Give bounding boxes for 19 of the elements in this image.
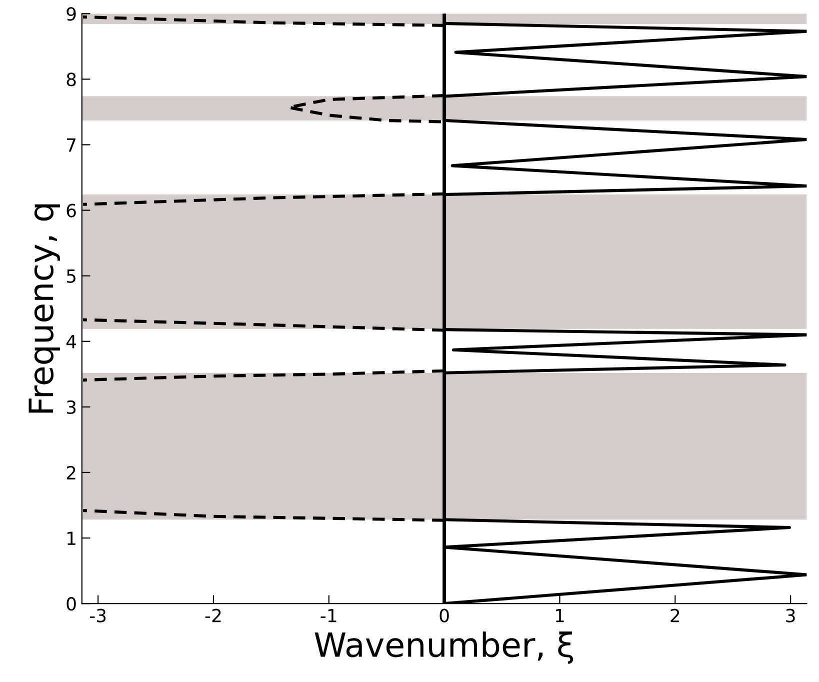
x-tick-label: 2	[670, 608, 680, 622]
y-tick-label: 9	[66, 7, 76, 21]
x-tick-label: -3	[90, 608, 106, 622]
x-tick-label: 3	[786, 608, 795, 622]
x-tick-label: 1	[556, 608, 564, 622]
y-tick-label: 8	[66, 72, 76, 86]
x-tick-label: -2	[205, 608, 221, 622]
y-tick-label: 1	[68, 532, 76, 545]
y-tick-label: 4	[66, 335, 76, 348]
y-axis-title: Frequency, q	[28, 204, 60, 413]
y-tick-label: 6	[66, 204, 76, 218]
x-tick-label: 0	[440, 608, 449, 622]
y-tick-label: 2	[66, 466, 76, 480]
y-tick-label: 3	[66, 400, 76, 414]
y-tick-label: 0	[66, 597, 76, 611]
x-axis-title: Wavenumber, ξ	[314, 631, 574, 664]
x-tick-label: -1	[320, 608, 336, 622]
y-tick-label: 5	[66, 270, 76, 283]
y-tick-label: 7	[67, 138, 76, 152]
